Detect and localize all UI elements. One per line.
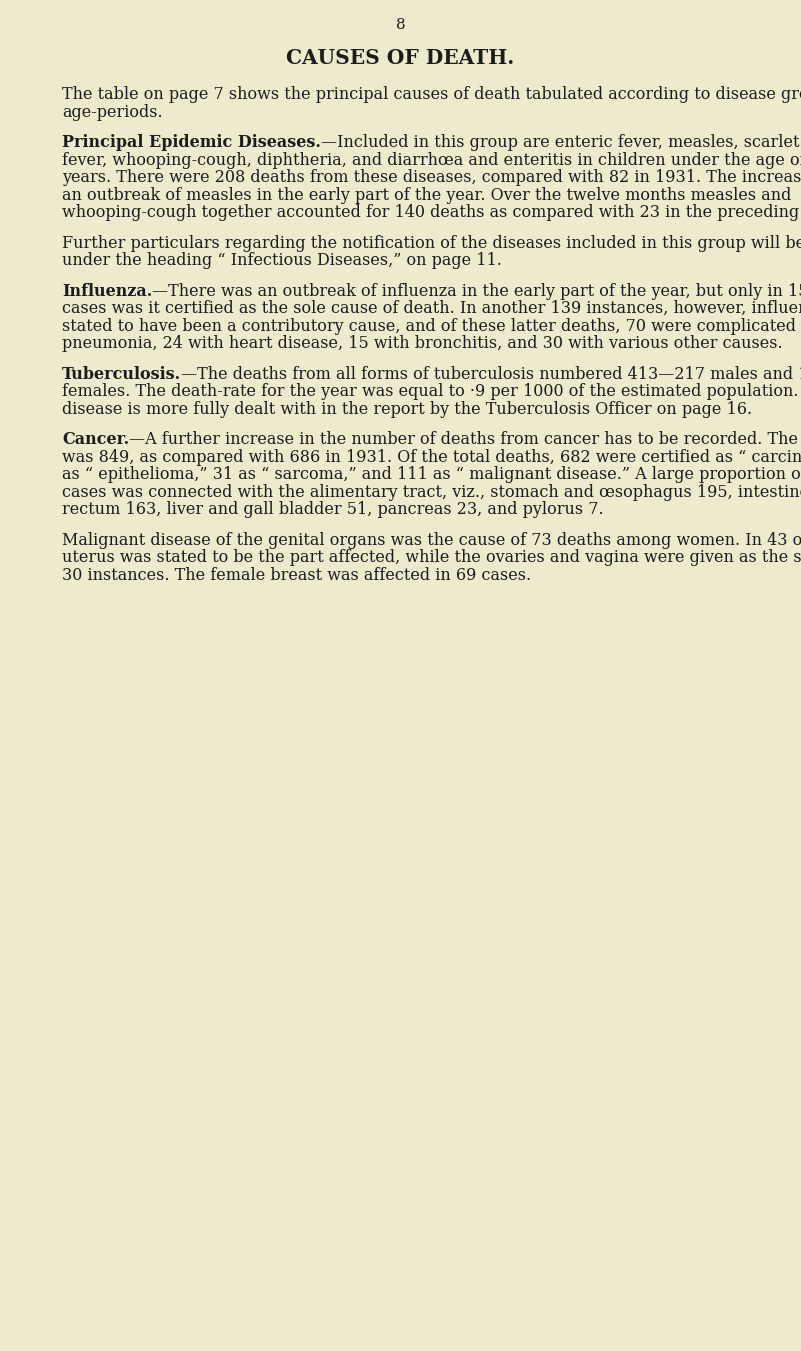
Text: females. The death-rate for the year was equal to ·9 per 1000 of the estimated p: females. The death-rate for the year was… bbox=[62, 382, 801, 400]
Text: as “ epithelioma,” 31 as “ sarcoma,” and 111 as “ malignant disease.” A large pr: as “ epithelioma,” 31 as “ sarcoma,” and… bbox=[62, 466, 801, 484]
Text: rectum 163, liver and gall bladder 51, pancreas 23, and pylorus 7.: rectum 163, liver and gall bladder 51, p… bbox=[62, 501, 604, 517]
Text: fever, whooping-cough, diphtheria, and diarrhœa and enteritis in children under : fever, whooping-cough, diphtheria, and d… bbox=[62, 151, 801, 169]
Text: pneumonia, 24 with heart disease, 15 with bronchitis, and 30 with various other : pneumonia, 24 with heart disease, 15 wit… bbox=[62, 335, 783, 353]
Text: —There was an outbreak of influenza in the early part of the year, but only in 1: —There was an outbreak of influenza in t… bbox=[152, 282, 801, 300]
Text: The table on page 7 shows the principal causes of death tabulated according to d: The table on page 7 shows the principal … bbox=[62, 86, 801, 103]
Text: cases was it certified as the sole cause of death. In another 139 instances, how: cases was it certified as the sole cause… bbox=[62, 300, 801, 317]
Text: cases was connected with the alimentary tract, viz., stomach and œsophagus 195, : cases was connected with the alimentary … bbox=[62, 484, 801, 500]
Text: age-periods.: age-periods. bbox=[62, 104, 163, 120]
Text: Malignant disease of the genital organs was the cause of 73 deaths among women. : Malignant disease of the genital organs … bbox=[62, 531, 801, 549]
Text: 8: 8 bbox=[396, 18, 405, 32]
Text: —The deaths from all forms of tuberculosis numbered 413—217 males and 196: —The deaths from all forms of tuberculos… bbox=[181, 366, 801, 382]
Text: an outbreak of measles in the early part of the year. Over the twelve months mea: an outbreak of measles in the early part… bbox=[62, 186, 791, 204]
Text: whooping-cough together accounted for 140 deaths as compared with 23 in the prec: whooping-cough together accounted for 14… bbox=[62, 204, 801, 222]
Text: Tuberculosis.: Tuberculosis. bbox=[62, 366, 181, 382]
Text: Cancer.: Cancer. bbox=[62, 431, 129, 449]
Text: Further particulars regarding the notification of the diseases included in this : Further particulars regarding the notifi… bbox=[62, 235, 801, 251]
Text: —A further increase in the number of deaths from cancer has to be recorded. The : —A further increase in the number of dea… bbox=[129, 431, 801, 449]
Text: years. There were 208 deaths from these diseases, compared with 82 in 1931. The : years. There were 208 deaths from these … bbox=[62, 169, 801, 186]
Text: was 849, as compared with 686 in 1931. Of the total deaths, 682 were certified a: was 849, as compared with 686 in 1931. O… bbox=[62, 449, 801, 466]
Text: disease is more fully dealt with in the report by the Tuberculosis Officer on pa: disease is more fully dealt with in the … bbox=[62, 400, 752, 417]
Text: Influenza.: Influenza. bbox=[62, 282, 152, 300]
Text: Principal Epidemic Diseases.: Principal Epidemic Diseases. bbox=[62, 134, 321, 151]
Text: stated to have been a contributory cause, and of these latter deaths, 70 were co: stated to have been a contributory cause… bbox=[62, 317, 801, 335]
Text: 30 instances. The female breast was affected in 69 cases.: 30 instances. The female breast was affe… bbox=[62, 566, 531, 584]
Text: under the heading “ Infectious Diseases,” on page 11.: under the heading “ Infectious Diseases,… bbox=[62, 253, 502, 269]
Text: uterus was stated to be the part affected, while the ovaries and vagina were giv: uterus was stated to be the part affecte… bbox=[62, 549, 801, 566]
Text: —Included in this group are enteric fever, measles, scarlet: —Included in this group are enteric feve… bbox=[321, 134, 799, 151]
Text: CAUSES OF DEATH.: CAUSES OF DEATH. bbox=[287, 49, 514, 68]
